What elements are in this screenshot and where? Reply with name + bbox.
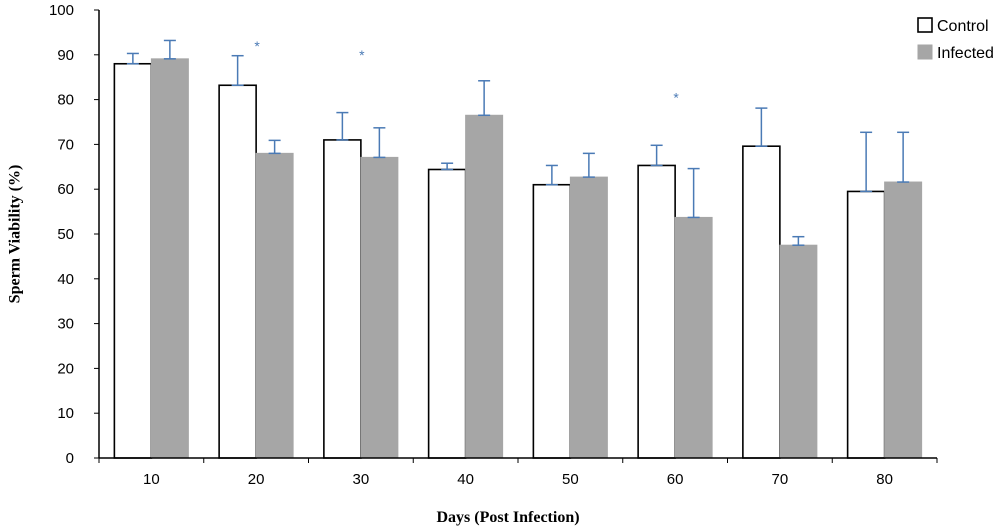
y-axis-ticks: 0 10 20 30 40 50 60 70 80 90 100 <box>49 2 99 467</box>
y-axis-title: Sperm Viability (%) <box>7 165 24 304</box>
error-bar-infected-80 <box>897 131 910 183</box>
bar-control-30 <box>323 139 362 459</box>
bar-infected-50 <box>569 176 608 459</box>
significance-marker: * <box>254 38 260 54</box>
bar-infected-40 <box>465 114 504 459</box>
error-bar-control-60 <box>650 144 663 167</box>
x-tick-label: 10 <box>143 471 160 488</box>
error-bar-control-30 <box>336 111 349 141</box>
y-tick-label: 40 <box>57 271 74 288</box>
x-tick-label: 30 <box>353 471 370 488</box>
y-tick-label: 30 <box>57 316 74 333</box>
bar-infected-20 <box>255 152 294 459</box>
x-axis-title: Days (Post Infection) <box>436 509 579 526</box>
error-bar-infected-60 <box>687 167 700 219</box>
error-bar-control-50 <box>545 164 558 186</box>
y-tick-label: 90 <box>57 47 74 64</box>
x-tick-label: 60 <box>667 471 684 488</box>
error-bar-control-40 <box>441 162 454 171</box>
bar-infected-60 <box>674 216 713 459</box>
legend: Control Infected <box>917 17 994 62</box>
error-bar-control-80 <box>860 131 873 193</box>
x-tick-label: 20 <box>248 471 265 488</box>
chart-bars <box>113 58 923 459</box>
y-tick-label: 60 <box>57 181 74 198</box>
bar-control-80 <box>846 190 886 459</box>
bar-control-20 <box>218 84 257 459</box>
bar-infected-10 <box>150 58 189 459</box>
error-bar-infected-10 <box>163 39 176 60</box>
x-axis-ticks: 10 20 30 40 50 60 70 80 <box>98 458 938 488</box>
error-bar-control-10 <box>126 52 139 65</box>
y-tick-label: 80 <box>57 92 74 109</box>
x-tick-label: 50 <box>562 471 579 488</box>
bar-infected-70 <box>779 244 818 459</box>
y-tick-label: 50 <box>57 226 74 243</box>
bar-infected-30 <box>360 156 399 459</box>
x-tick-label: 40 <box>457 471 474 488</box>
legend-swatch-control <box>917 17 933 33</box>
error-bar-infected-20 <box>268 139 281 155</box>
y-tick-label: 70 <box>57 136 74 153</box>
legend-swatch-infected <box>917 44 933 60</box>
bar-control-40 <box>427 168 467 459</box>
y-tick-label: 100 <box>49 2 74 19</box>
y-tick-label: 20 <box>57 360 74 377</box>
legend-label-control: Control <box>937 18 989 35</box>
x-tick-label: 70 <box>772 471 789 488</box>
error-bars <box>126 39 910 246</box>
bar-control-50 <box>532 183 572 459</box>
y-tick-label: 10 <box>57 405 74 422</box>
significance-marker: * <box>359 47 365 63</box>
error-bar-control-70 <box>755 107 768 147</box>
error-bar-infected-70 <box>792 235 805 246</box>
error-bar-infected-30 <box>373 127 386 159</box>
bar-control-10 <box>113 62 153 459</box>
error-bar-control-20 <box>231 54 244 87</box>
y-tick-label: 0 <box>66 450 74 467</box>
significance-annotations: * * * <box>254 38 679 106</box>
legend-label-infected: Infected <box>937 45 994 62</box>
bar-control-60 <box>637 164 676 459</box>
x-tick-label: 80 <box>876 471 893 488</box>
error-bar-infected-50 <box>582 152 595 178</box>
bar-control-70 <box>742 145 781 459</box>
significance-marker: * <box>673 89 679 105</box>
bar-infected-80 <box>884 181 923 459</box>
error-bar-infected-40 <box>478 80 491 117</box>
